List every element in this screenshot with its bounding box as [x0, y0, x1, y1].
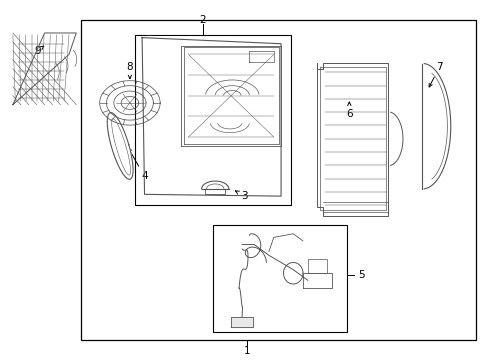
Polygon shape — [422, 64, 450, 189]
Polygon shape — [231, 317, 252, 327]
Polygon shape — [13, 33, 76, 105]
Text: 3: 3 — [235, 191, 247, 201]
Polygon shape — [140, 37, 285, 200]
Polygon shape — [107, 113, 133, 179]
Text: 8: 8 — [126, 62, 133, 78]
Text: 2: 2 — [199, 15, 206, 26]
Bar — [81, 21, 475, 339]
Text: 6: 6 — [346, 102, 352, 119]
Text: 7: 7 — [428, 62, 442, 87]
Text: 5: 5 — [358, 270, 364, 280]
Polygon shape — [316, 63, 387, 216]
Text: 1: 1 — [243, 346, 250, 356]
Bar — [135, 35, 290, 205]
Text: 9: 9 — [34, 46, 44, 56]
Text: 4: 4 — [128, 148, 147, 181]
Bar — [212, 225, 346, 332]
Polygon shape — [142, 38, 281, 196]
